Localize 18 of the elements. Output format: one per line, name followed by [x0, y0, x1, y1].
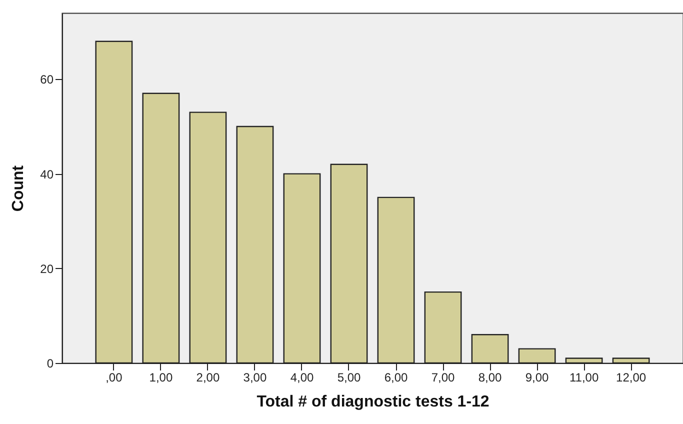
- x-tick-label: 12,00: [616, 370, 646, 384]
- y-tick-label: 20: [40, 262, 54, 276]
- x-tick-label: 4,00: [290, 370, 314, 384]
- x-tick-label: 6,00: [384, 370, 408, 384]
- x-tick-label: 5,00: [337, 370, 361, 384]
- x-tick-label: 1,00: [149, 370, 173, 384]
- y-axis-title: Count: [10, 164, 28, 212]
- x-tick-label: ,00: [106, 370, 123, 384]
- x-axis-title: Total # of diagnostic tests 1-12: [256, 394, 490, 410]
- x-tick-label: 9,00: [525, 370, 550, 384]
- y-tick-label: 40: [40, 167, 54, 182]
- y-tick-label: 0: [46, 356, 54, 370]
- x-tick-label: 11,00: [569, 370, 599, 384]
- x-tick-label: 8,00: [478, 370, 502, 384]
- x-tick-label: 7,00: [431, 370, 456, 384]
- x-tick-label: 3,00: [243, 370, 267, 384]
- y-tick-label: 60: [40, 72, 54, 87]
- x-tick-label: 2,00: [196, 370, 220, 384]
